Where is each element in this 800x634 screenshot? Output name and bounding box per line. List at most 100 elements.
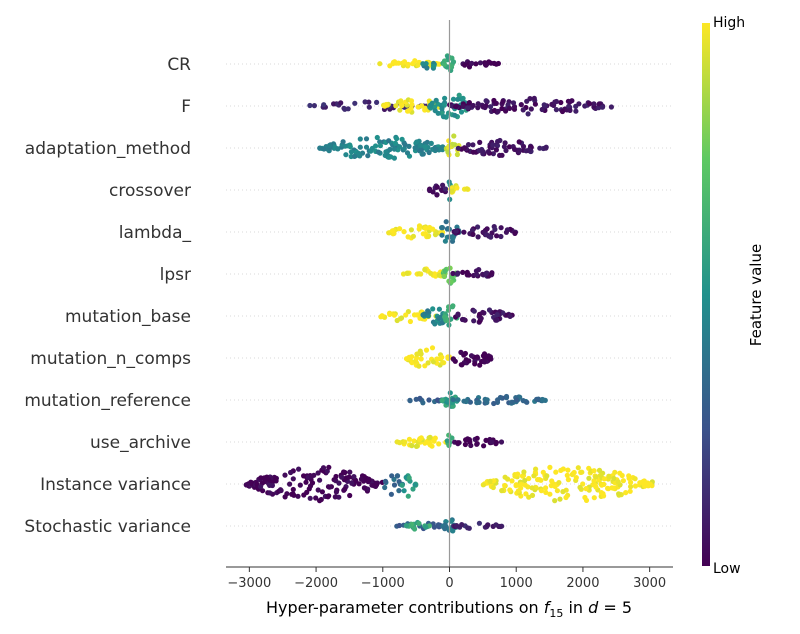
data-point — [406, 354, 412, 360]
data-point — [472, 361, 478, 367]
data-point — [290, 486, 296, 493]
data-point — [394, 473, 400, 479]
data-point — [454, 523, 460, 529]
data-point — [434, 356, 440, 362]
data-point — [484, 99, 490, 105]
data-point — [391, 312, 397, 318]
data-point — [396, 488, 402, 494]
data-point — [339, 474, 345, 480]
data-point — [477, 139, 483, 145]
data-point — [475, 234, 481, 240]
data-point — [543, 485, 549, 491]
data-point — [436, 306, 442, 312]
data-point — [544, 473, 550, 479]
data-point — [434, 184, 440, 190]
data-point — [440, 114, 447, 120]
data-point — [439, 105, 445, 112]
data-point — [547, 464, 553, 470]
data-point — [615, 479, 621, 485]
data-point — [424, 65, 430, 71]
data-point — [409, 443, 415, 449]
data-point — [288, 469, 294, 476]
data-point — [297, 482, 303, 488]
data-point — [466, 100, 472, 106]
data-point — [401, 488, 407, 494]
feature-label: Instance variance — [40, 475, 191, 495]
feature-label: lpsr — [160, 265, 191, 285]
feature-label: mutation_n_comps — [30, 349, 191, 369]
data-point — [422, 144, 428, 150]
data-point — [435, 110, 441, 116]
data-point — [386, 138, 392, 144]
data-point — [538, 488, 545, 494]
data-point — [524, 399, 530, 405]
data-point — [450, 235, 456, 241]
feature-label: lambda_ — [119, 223, 192, 243]
data-point — [379, 313, 385, 319]
data-point — [498, 225, 504, 231]
data-point — [377, 143, 383, 149]
data-point — [450, 270, 456, 277]
data-point — [426, 435, 432, 441]
data-point — [599, 104, 605, 110]
data-point — [470, 102, 476, 109]
data-point — [493, 441, 499, 447]
data-point — [412, 526, 418, 532]
data-point — [461, 229, 467, 235]
data-point — [425, 233, 431, 240]
data-point — [410, 61, 416, 67]
data-point — [497, 394, 503, 401]
data-point — [404, 150, 411, 156]
data-point — [465, 105, 471, 111]
data-point — [575, 465, 581, 471]
data-point — [491, 400, 497, 407]
data-point — [428, 270, 434, 276]
data-point — [539, 106, 545, 113]
data-point — [560, 466, 566, 472]
x-axis-title: Hyper-parameter contributions on f15 in … — [266, 598, 632, 620]
data-point — [565, 467, 571, 473]
data-point — [547, 491, 553, 497]
data-point — [461, 398, 467, 404]
data-point — [512, 230, 518, 236]
data-point — [487, 356, 493, 362]
data-point — [620, 478, 627, 484]
data-point — [347, 492, 353, 499]
data-point — [493, 522, 499, 528]
data-point — [356, 481, 362, 487]
data-point — [374, 134, 380, 141]
x-tick-label: 0 — [445, 576, 453, 591]
data-point — [499, 152, 505, 158]
data-point — [556, 480, 562, 486]
data-point — [606, 473, 612, 479]
data-point — [400, 271, 407, 277]
data-point — [609, 485, 615, 491]
data-point — [475, 224, 481, 230]
data-point — [494, 233, 500, 239]
data-point — [450, 397, 456, 403]
data-point — [601, 476, 608, 482]
feature-label: use_archive — [90, 433, 191, 453]
data-point — [325, 494, 331, 500]
data-point — [307, 102, 313, 109]
data-point — [429, 345, 436, 351]
data-point — [502, 482, 508, 489]
data-point — [503, 147, 509, 154]
data-point — [351, 474, 357, 480]
data-point — [573, 108, 579, 114]
data-point — [432, 321, 438, 327]
data-point — [426, 397, 432, 403]
data-point — [514, 397, 520, 403]
data-point — [398, 315, 405, 321]
data-point — [531, 95, 537, 101]
data-point — [326, 142, 333, 149]
data-point — [442, 268, 448, 274]
data-point — [573, 475, 579, 481]
data-point — [315, 470, 321, 476]
data-point — [407, 318, 413, 325]
feature-label: Stochastic variance — [24, 517, 191, 537]
data-point — [407, 398, 413, 404]
data-point — [347, 144, 353, 150]
data-point — [465, 142, 472, 148]
